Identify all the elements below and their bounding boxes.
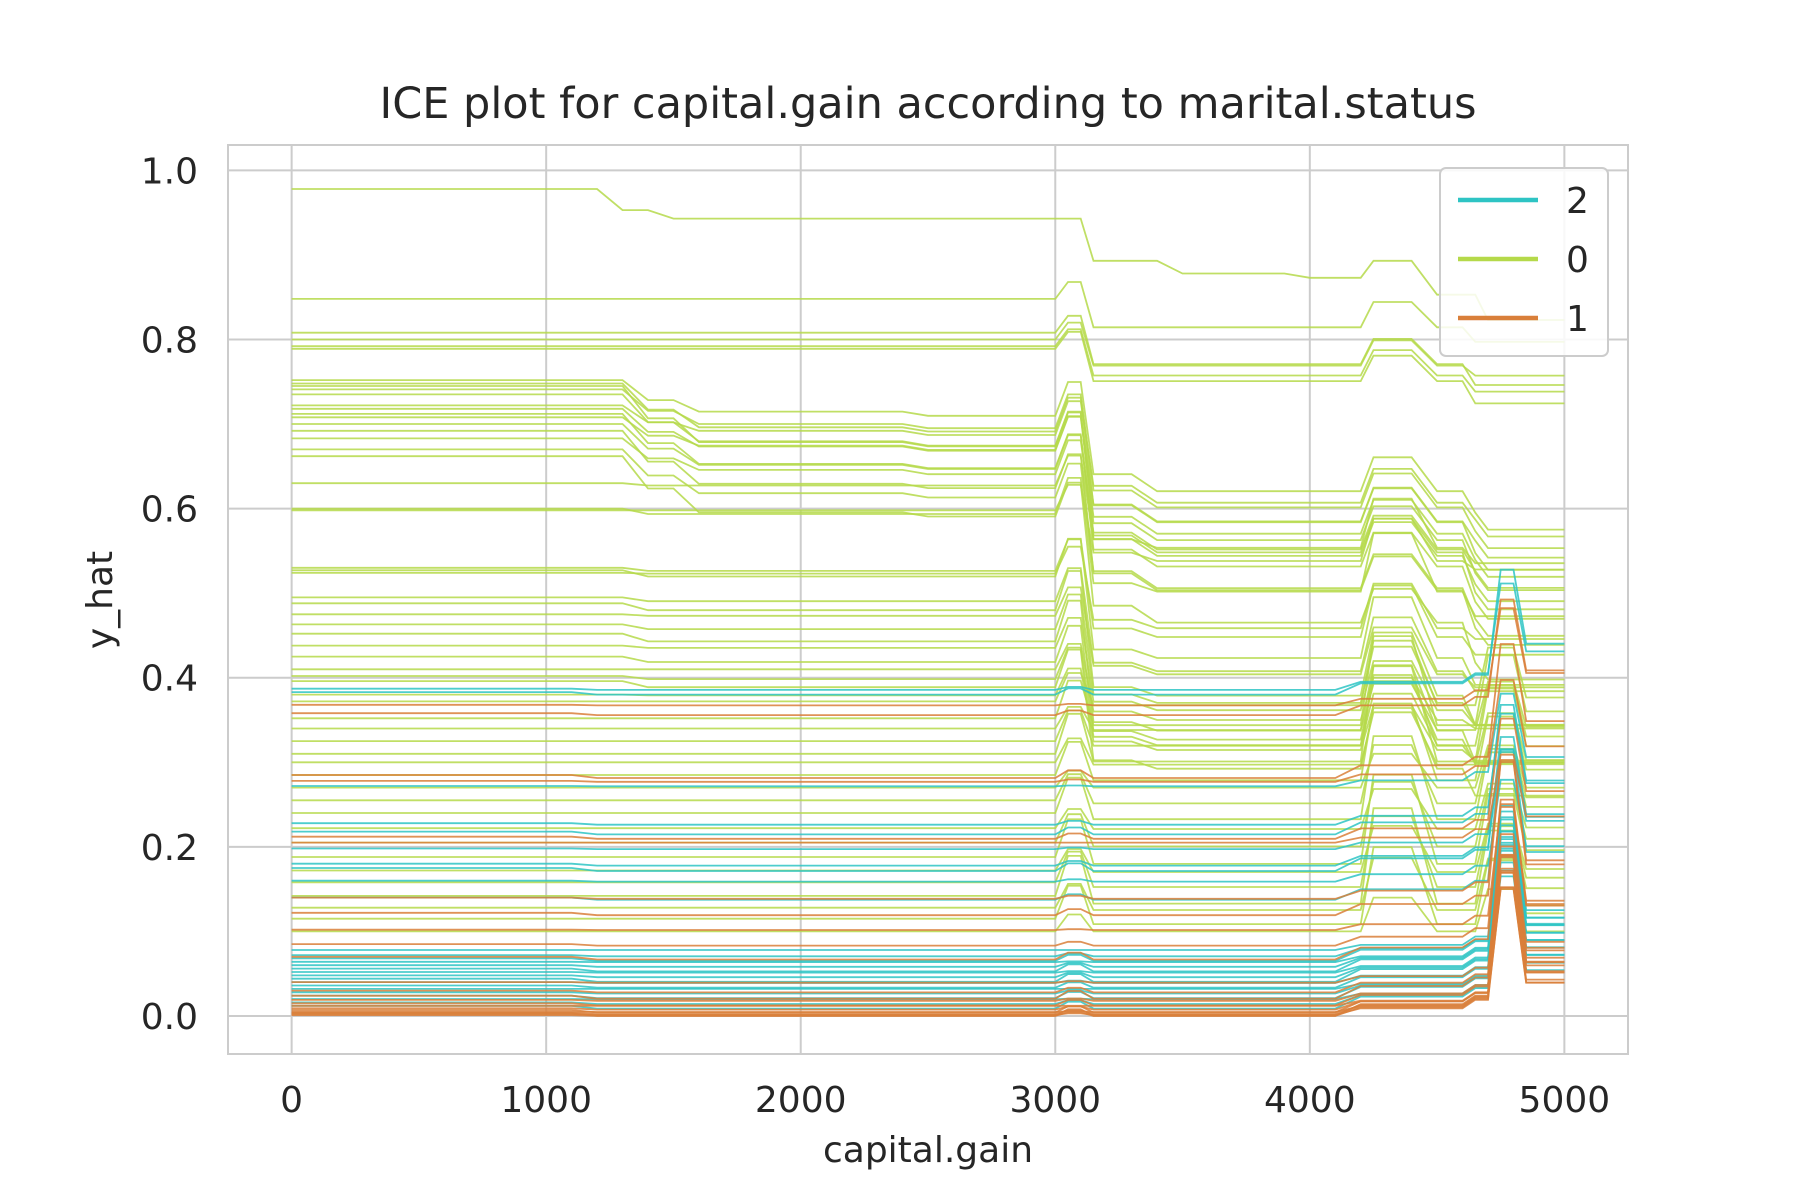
ice-line-group-0 xyxy=(291,735,1565,821)
ice-line-group-0 xyxy=(291,635,1565,727)
ice-line-group-2 xyxy=(291,736,1565,872)
plot-frame xyxy=(227,144,1629,1055)
y-tick-label: 0.6 xyxy=(141,490,198,531)
ice-line-group-0 xyxy=(291,484,1565,571)
ice-line-group-0 xyxy=(291,545,1565,640)
x-tick-label: 3000 xyxy=(1009,1080,1101,1121)
ice-line-group-0 xyxy=(291,379,1565,531)
ice-line-group-0 xyxy=(291,888,1565,933)
x-tick-label: 5000 xyxy=(1519,1080,1611,1121)
ice-line-group-1 xyxy=(291,753,1565,844)
ice-line-group-0 xyxy=(291,782,1565,830)
ice-line-group-1 xyxy=(291,854,1565,984)
ice-line-group-0 xyxy=(291,281,1565,343)
ice-line-group-2 xyxy=(291,712,1565,826)
ice-line-group-1 xyxy=(291,867,1565,1002)
ice-line-group-0 xyxy=(291,331,1565,405)
ice-line-group-0 xyxy=(291,538,1565,656)
ice-line-group-2 xyxy=(291,838,1565,963)
y-tick-label: 1.0 xyxy=(141,151,198,192)
ice-line-group-2 xyxy=(291,704,1565,836)
ice-line-group-0 xyxy=(291,639,1565,707)
ice-line-group-2 xyxy=(291,804,1565,962)
ice-line-group-0 xyxy=(291,477,1565,618)
ice-line-group-0 xyxy=(291,314,1565,386)
ice-line-group-1 xyxy=(291,870,1565,1017)
ice-line-group-2 xyxy=(291,751,1565,850)
ice-lines xyxy=(291,188,1565,1017)
ice-line-group-0 xyxy=(291,674,1565,747)
ice-line-group-1 xyxy=(291,761,1565,900)
ice-line-group-2 xyxy=(291,830,1565,979)
y-tick-label: 0.4 xyxy=(141,659,198,700)
x-tick-labels: 0 1000 2000 3000 4000 5000 xyxy=(280,1080,1610,1121)
ice-line-group-0 xyxy=(291,388,1565,549)
ice-line-group-0 xyxy=(291,400,1565,538)
ice-line-group-0 xyxy=(291,415,1565,559)
ice-line-group-0 xyxy=(291,617,1565,727)
ice-line-group-2 xyxy=(291,824,1565,968)
ice-line-group-1 xyxy=(291,643,1565,779)
ice-line-group-1 xyxy=(291,833,1565,1000)
ice-line-group-1 xyxy=(291,598,1565,716)
ice-line-group-0 xyxy=(291,537,1565,686)
ice-line-group-1 xyxy=(291,845,1565,994)
x-axis-label: capital.gain xyxy=(823,1130,1033,1171)
ice-line-group-0 xyxy=(291,448,1565,637)
y-tick-label: 0.8 xyxy=(141,320,198,361)
ice-line-group-1 xyxy=(291,679,1565,783)
y-tick-label: 0.2 xyxy=(141,828,198,869)
ice-line-group-2 xyxy=(291,778,1565,883)
ice-line-group-1 xyxy=(291,806,1565,931)
x-tick-label: 2000 xyxy=(755,1080,847,1121)
legend-label-2: 2 xyxy=(1566,181,1589,222)
x-tick-label: 4000 xyxy=(1264,1080,1356,1121)
ice-line-group-1 xyxy=(291,607,1565,707)
ice-line-group-0 xyxy=(291,711,1565,766)
ice-line-group-2 xyxy=(291,749,1565,867)
ice-line-group-0 xyxy=(291,773,1565,865)
x-tick-label: 1000 xyxy=(500,1080,592,1121)
ice-line-group-0 xyxy=(291,570,1565,726)
legend-label-1: 1 xyxy=(1566,299,1589,340)
ice-line-group-2 xyxy=(291,844,1565,974)
ice-line-group-1 xyxy=(291,803,1565,947)
ice-line-group-0 xyxy=(291,437,1565,589)
ice-line-group-0 xyxy=(291,646,1565,764)
ice-line-group-2 xyxy=(291,692,1565,788)
ice-line-group-1 xyxy=(291,759,1565,917)
x-tick-label: 0 xyxy=(280,1080,303,1121)
ice-line-group-0 xyxy=(291,586,1565,689)
ice-line-group-0 xyxy=(291,429,1565,646)
ice-line-group-2 xyxy=(291,810,1565,973)
ice-line-group-0 xyxy=(291,567,1565,693)
legend: 2 0 1 xyxy=(1439,167,1609,357)
ice-line-group-0 xyxy=(291,744,1565,789)
ice-line-group-0 xyxy=(291,665,1565,763)
ice-line-group-2 xyxy=(291,568,1565,696)
y-tick-labels: 0.0 0.2 0.4 0.6 0.8 1.0 xyxy=(141,151,198,1038)
ice-line-group-2 xyxy=(291,830,1565,951)
y-tick-label: 0.0 xyxy=(141,997,198,1038)
legend-box xyxy=(1439,167,1609,357)
ice-line-group-0 xyxy=(291,188,1565,321)
ice-line-group-1 xyxy=(291,717,1565,840)
ice-line-group-0 xyxy=(291,454,1565,565)
y-axis-label: y_hat xyxy=(80,551,121,649)
ice-line-group-2 xyxy=(291,836,1565,989)
ice-line-group-0 xyxy=(291,680,1565,731)
chart-title: ICE plot for capital.gain according to m… xyxy=(380,79,1477,129)
ice-line-group-0 xyxy=(291,846,1565,925)
legend-label-0: 0 xyxy=(1566,240,1589,281)
ice-line-group-1 xyxy=(291,798,1565,961)
ice-line-group-2 xyxy=(291,869,1565,990)
ice-line-group-2 xyxy=(291,582,1565,691)
ice-line-group-0 xyxy=(291,321,1565,377)
ice-line-group-0 xyxy=(291,328,1565,393)
